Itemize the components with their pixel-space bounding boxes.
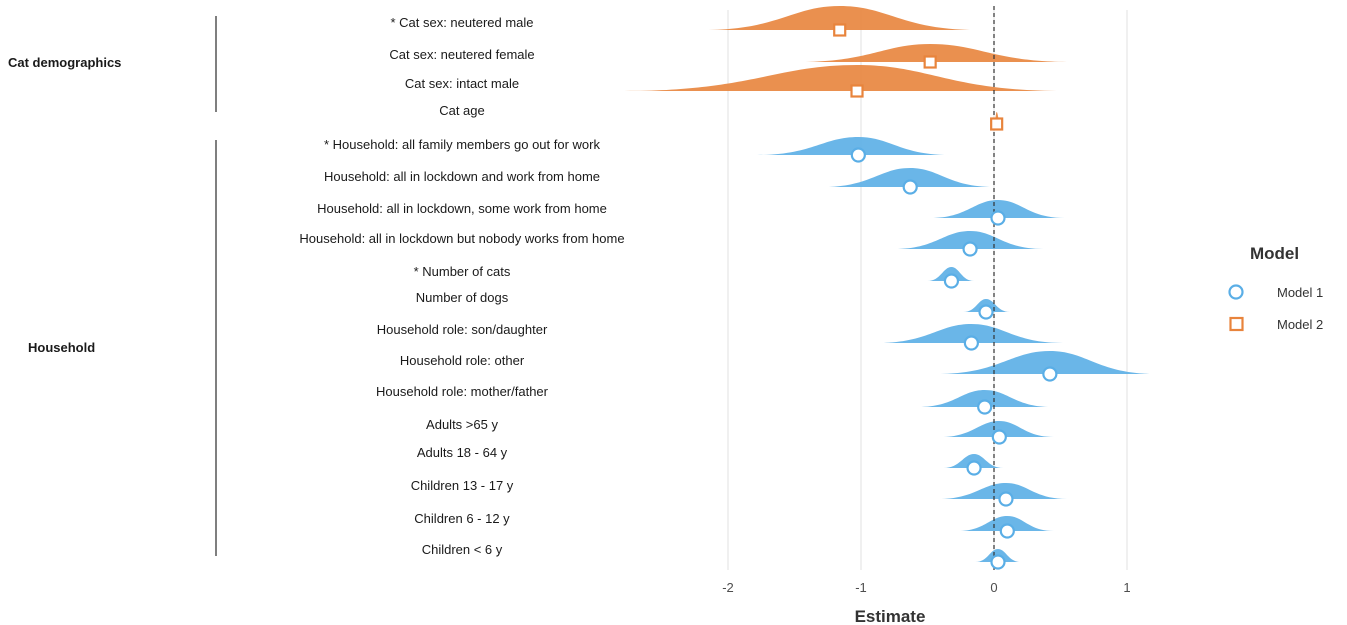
density-model-2 <box>704 6 979 30</box>
legend-circle-marker <box>1228 284 1244 300</box>
x-tick-label: -1 <box>855 580 867 595</box>
x-tick-label: -2 <box>722 580 734 595</box>
density-model-2 <box>797 44 1072 62</box>
density-model-2 <box>624 65 1064 91</box>
row-label: Cat sex: neutered female <box>389 47 534 62</box>
density-model-1 <box>918 390 1052 407</box>
row-label: Children < 6 y <box>422 542 503 557</box>
estimate-point-circle <box>990 554 1006 570</box>
x-tick-label: 1 <box>1123 580 1130 595</box>
density-shapes <box>624 6 1157 562</box>
row-label: * Number of cats <box>414 264 511 279</box>
legend-entry-label: Model 2 <box>1277 317 1323 332</box>
density-model-1 <box>876 324 1064 343</box>
x-tick-labels: -2 -1 0 1 <box>722 580 1130 595</box>
row-label: * Cat sex: neutered male <box>390 15 533 30</box>
row-label: Number of dogs <box>416 290 509 305</box>
estimate-point-square <box>990 117 1004 131</box>
row-labels: * Cat sex: neutered male Cat sex: neutere… <box>299 15 624 557</box>
row-label: Household: all in lockdown and work from… <box>324 169 600 184</box>
estimate-point-circle <box>978 304 994 320</box>
row-label: Adults 18 - 64 y <box>417 445 508 460</box>
density-model-1 <box>936 351 1157 374</box>
legend-title: Model <box>1250 244 1299 263</box>
estimate-markers <box>833 23 1058 570</box>
estimate-point-circle <box>963 335 979 351</box>
row-label: Cat sex: intact male <box>405 76 519 91</box>
estimate-point-circle <box>991 429 1007 445</box>
row-label: Household role: son/daughter <box>377 322 548 337</box>
row-label: Children 6 - 12 y <box>414 511 510 526</box>
estimate-point-circle <box>962 241 978 257</box>
row-label: * Household: all family members go out f… <box>324 137 601 152</box>
row-label: Adults >65 y <box>426 417 498 432</box>
density-model-1 <box>940 421 1054 437</box>
estimate-point-square <box>923 55 937 69</box>
group-labels: Cat demographics Household <box>8 55 121 355</box>
estimate-point-circle <box>850 147 866 163</box>
legend: Model Model 1 Model 2 <box>1228 244 1323 332</box>
density-model-1 <box>894 231 1044 249</box>
estimate-point-circle <box>902 179 918 195</box>
density-model-1 <box>958 516 1054 531</box>
estimate-point-square <box>850 84 864 98</box>
estimate-point-circle <box>977 399 993 415</box>
row-label: Household: all in lockdown but nobody wo… <box>299 231 624 246</box>
estimate-point-circle <box>943 273 960 289</box>
density-model-1 <box>938 483 1068 499</box>
legend-square-marker <box>1229 316 1244 332</box>
group-label: Cat demographics <box>8 55 121 70</box>
row-label: Household role: mother/father <box>376 384 549 399</box>
estimate-point-circle <box>966 460 982 476</box>
density-model-1 <box>757 137 951 155</box>
x-axis-title: Estimate <box>855 607 926 625</box>
row-label: Household: all in lockdown, some work fr… <box>317 201 607 216</box>
density-model-1 <box>930 200 1065 218</box>
x-tick-label: 0 <box>990 580 997 595</box>
legend-entry-label: Model 1 <box>1277 285 1323 300</box>
gridlines <box>727 10 1128 570</box>
row-label: Cat age <box>439 103 485 118</box>
estimate-point-circle <box>999 523 1015 539</box>
estimate-point-circle <box>1042 366 1058 382</box>
estimate-point-circle <box>998 491 1014 507</box>
estimate-point-circle <box>990 210 1006 226</box>
group-label: Household <box>28 340 95 355</box>
legend-entries: Model 1 Model 2 <box>1228 284 1323 332</box>
row-label: Household role: other <box>400 353 525 368</box>
row-label: Children 13 - 17 y <box>411 478 514 493</box>
density-model-1 <box>822 168 994 187</box>
estimate-point-square <box>833 23 847 37</box>
